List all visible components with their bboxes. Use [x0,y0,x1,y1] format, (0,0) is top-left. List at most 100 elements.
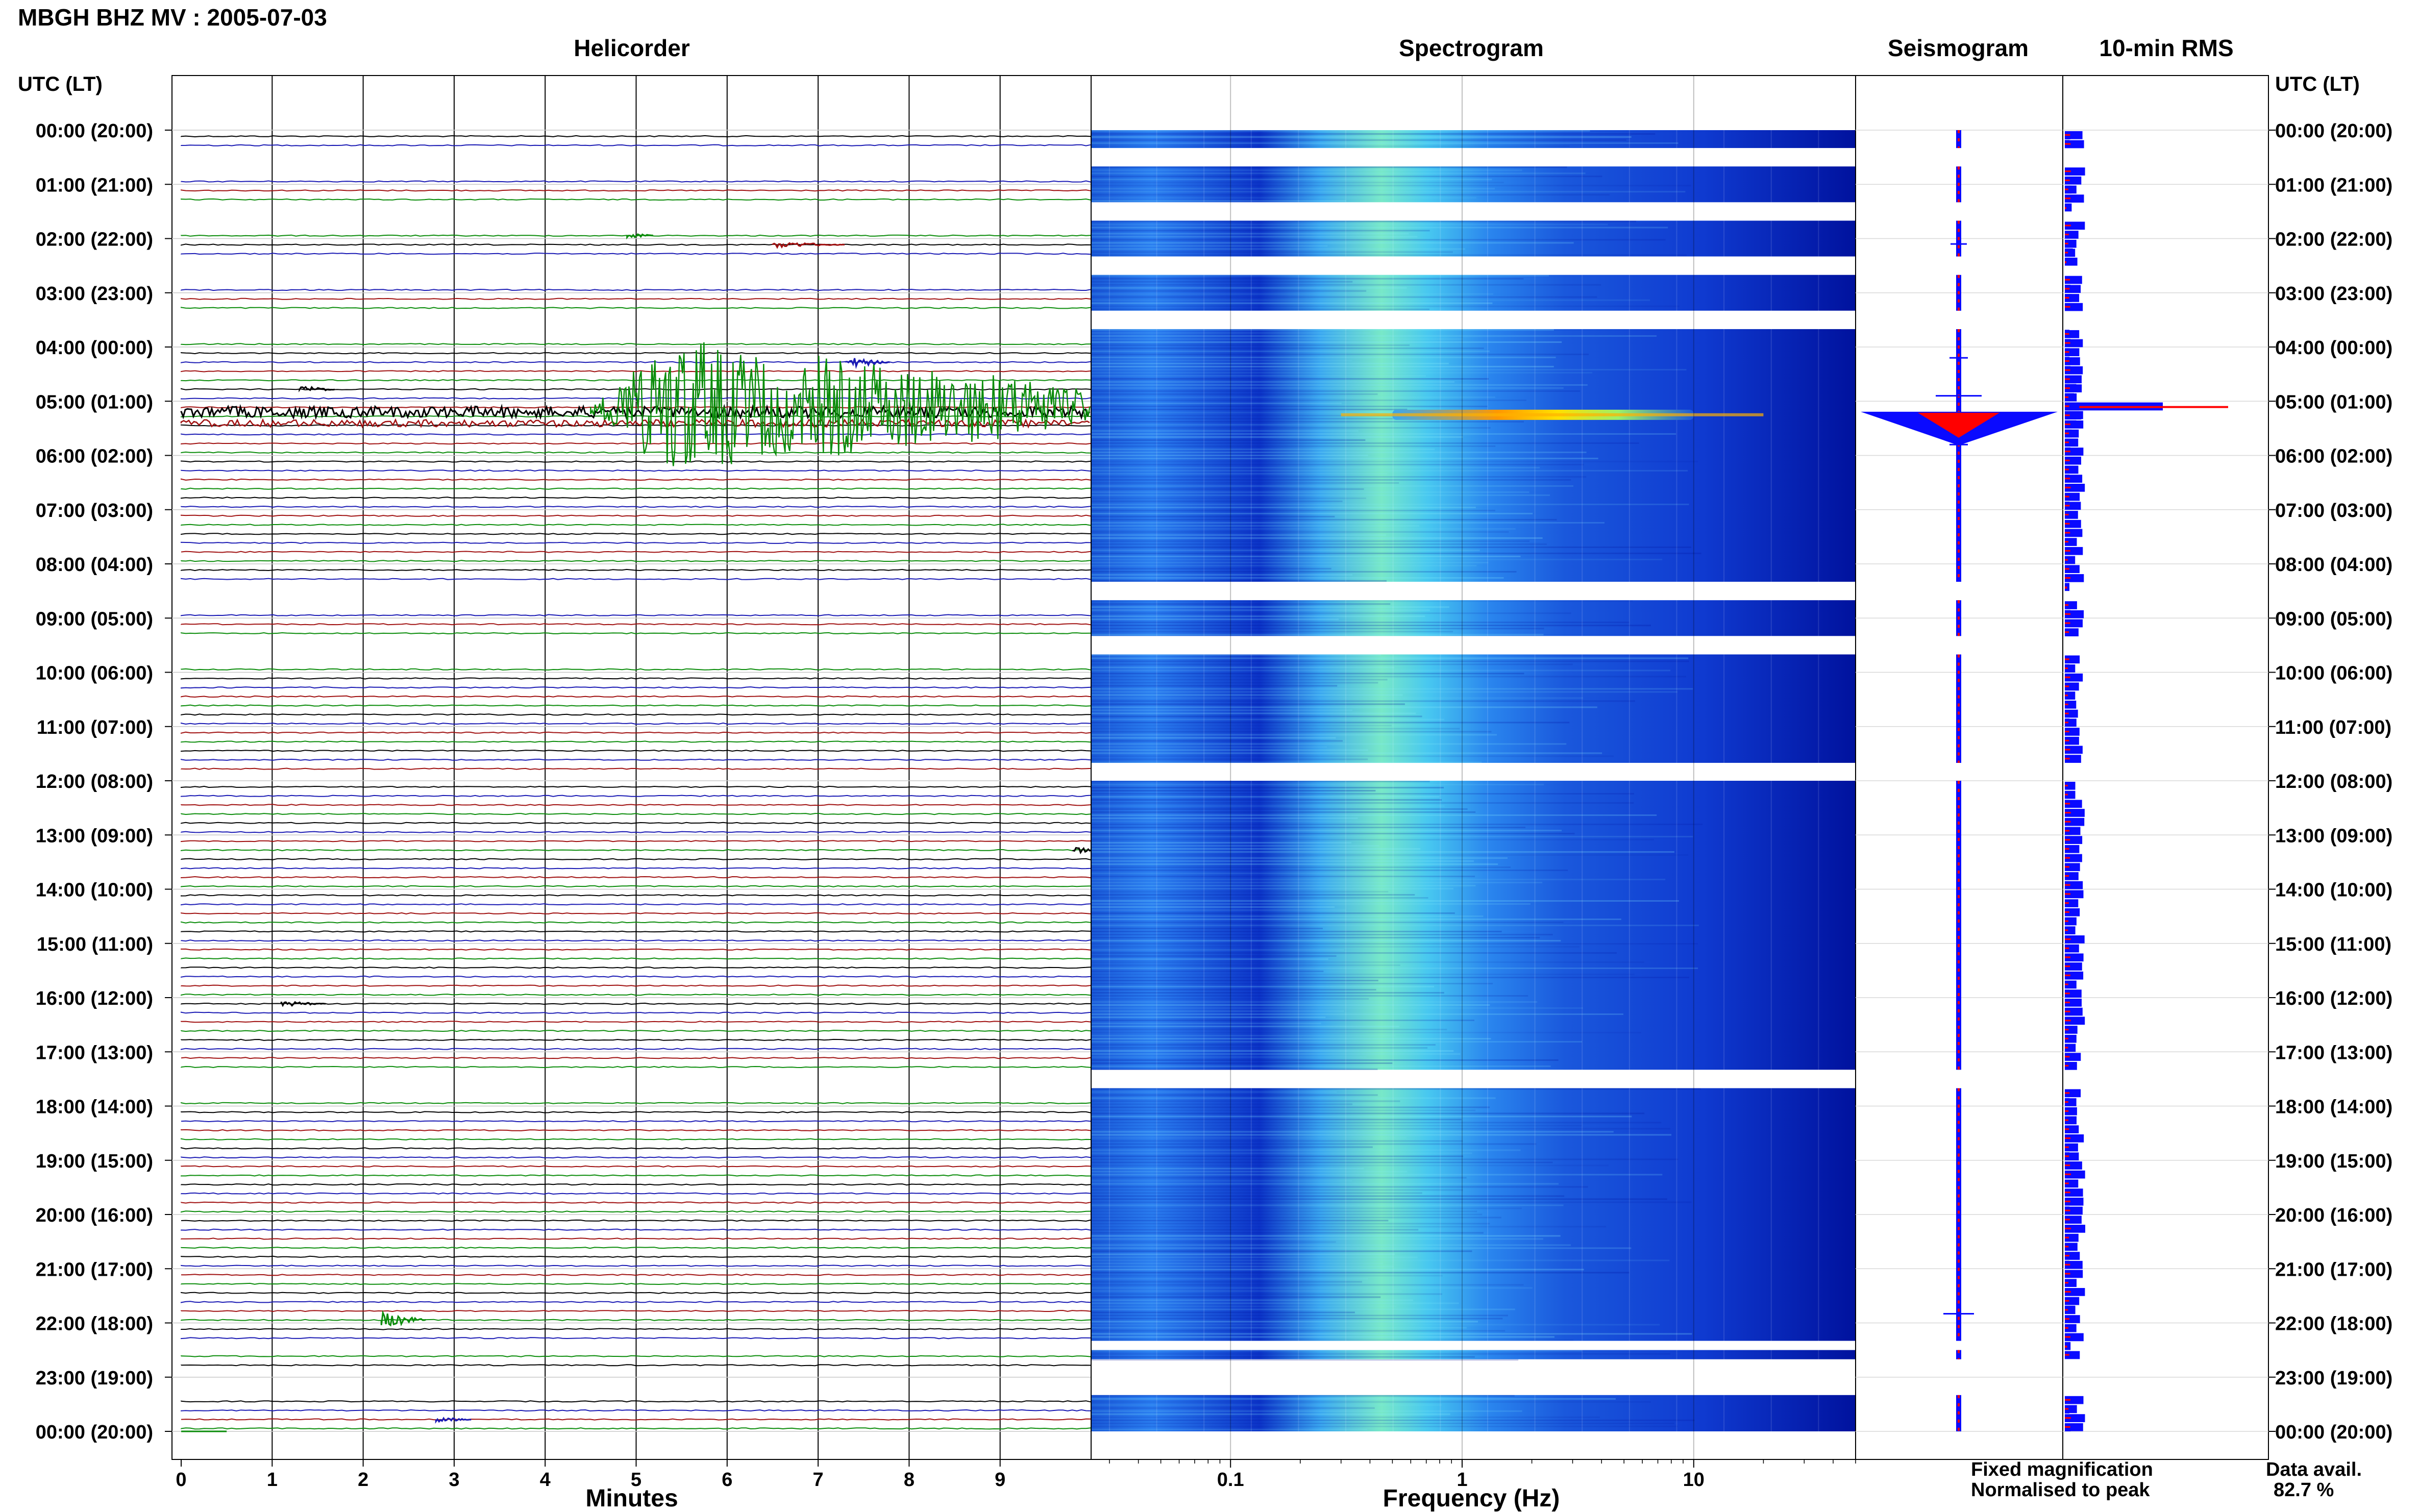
spectrogram-row [1091,1128,1671,1130]
time-tick-label-right: 05:00 (01:00) [2275,391,2392,413]
spectrogram-row [1091,870,1568,871]
helicorder-trace [181,812,1091,815]
rms-frame [2062,75,2269,1460]
spectrogram-row [1091,411,1691,413]
rms-bar-fixed [2065,475,2083,483]
helicorder-trace [181,1183,1091,1186]
time-tick-label-left: 03:00 (23:00) [36,283,153,305]
rms-bar-fixed [2065,863,2080,872]
helicorder-small-event [626,233,653,240]
helicorder-trace [181,722,1091,725]
spectrogram-row [1091,436,1463,438]
time-tick-label-right: 19:00 (15:00) [2275,1151,2392,1172]
helicorder-trace [181,487,1091,490]
spectrogram-row [1091,934,1553,935]
spectrogram-row [1091,1183,1559,1185]
spectrogram-row [1091,718,1445,721]
spectrogram-row [1091,1023,1321,1024]
spectrogram-row [1091,977,1689,978]
spectrogram-block [1091,600,1856,636]
spectrogram-row [1091,971,1324,972]
spectrogram-row [1091,833,1575,834]
spectrogram-row [1091,188,1495,190]
spectrogram-row [1091,402,1342,404]
spectrogram-row [1091,387,1564,389]
spectrogram-row [1091,1152,1472,1154]
spectrogram-row [1091,761,1482,763]
spectrogram-row [1091,302,1493,304]
helicorder-trace [181,433,1091,436]
rms-bar-normalised [2065,360,2069,362]
spectrogram-row [1091,781,1430,782]
spectrogram-row [1091,580,1387,582]
spectrogram-row [1091,405,1488,407]
spectrogram-row [1091,305,1680,307]
helicorder-trace [181,1002,1091,1005]
spectrogram-row [1091,574,1353,576]
rms-bar-fixed [2065,845,2080,853]
time-tick-label-left: 16:00 (12:00) [36,988,153,1009]
rms-bar-fixed [2065,1107,2077,1116]
spectrogram-row [1091,879,1666,880]
helicorder-trace [181,1292,1091,1294]
spectrogram-row [1091,384,1588,386]
rms-bar-fixed [2065,1243,2078,1251]
rms-bar-normalised [2065,938,2071,940]
rms-bar-normalised [2065,468,2069,470]
spectrogram-row [1091,133,1656,135]
rms-bar-normalised [2065,1047,2068,1049]
time-tick-label-left: 01:00 (21:00) [36,175,153,196]
rms-bar-normalised [2065,956,2070,958]
spectrogram-row [1091,888,1454,889]
spectrogram-row [1091,571,1517,573]
spectrogram-row [1091,673,1524,675]
helicorder-trace [181,1427,1091,1430]
rms-bar-normalised [2065,369,2070,371]
rms-bar-normalised [2065,784,2068,786]
rms-bar-normalised [2065,1173,2071,1175]
spectrogram-row [1091,845,1379,847]
spectrogram-title: Spectrogram [1399,35,1544,61]
spectrogram-row [1091,866,1511,868]
rms-bar-fixed [2065,790,2076,799]
helicorder-trace [181,921,1091,924]
spectrogram-row [1091,654,1381,656]
spectrogram-row [1091,543,1547,545]
spectrogram-row [1091,1029,1447,1030]
spectrogram-row [1091,706,1597,708]
spectrogram-row [1091,350,1490,352]
helicorder-trace [181,731,1091,734]
helicorder-trace [181,144,1091,146]
helicorder-trace [181,524,1091,526]
spectrogram-row [1091,1413,1450,1415]
spectrogram-row [1091,830,1562,831]
rms-bar-normalised [2065,1001,2070,1003]
rms-bar-normalised [2065,451,2070,453]
helicorder-trace [181,1364,1091,1367]
spectrogram-row [1091,631,1453,633]
spectrogram-row [1091,749,1369,751]
rms-bar-fixed [2065,1297,2080,1305]
rms-bar-fixed [2065,339,2083,348]
spectrogram-row [1091,842,1352,844]
minute-tick-label: 7 [813,1469,824,1491]
rms-bar-fixed [2065,682,2079,691]
rms-bar-normalised [2065,1327,2068,1329]
rms-bar-fixed [2065,1134,2084,1143]
spectrogram-row [1091,281,1353,283]
rms-bar-fixed [2065,655,2080,664]
spectrogram-row [1091,1097,1496,1099]
spectrogram-row [1091,414,1524,416]
rms-bar-normalised [2065,505,2070,507]
spectrogram-row [1091,1017,1326,1018]
rms-bar-normalised [2065,857,2070,859]
rms-bar-fixed [2065,538,2077,546]
spectrogram-row [1091,743,1567,745]
rms-bar-fixed [2065,872,2079,880]
helicorder-trace [181,505,1091,508]
spectrogram-row [1091,811,1476,813]
helicorder-trace [181,1237,1091,1240]
spectrogram-row [1091,1174,1663,1176]
rms-bar-normalised [2065,703,2068,705]
helicorder-trace [181,361,1091,363]
